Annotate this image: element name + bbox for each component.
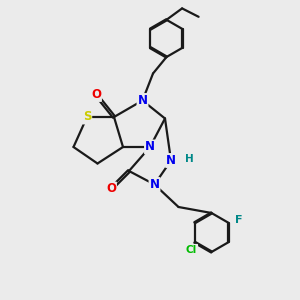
Text: Cl: Cl: [186, 245, 197, 255]
Text: N: N: [166, 154, 176, 167]
Text: O: O: [91, 88, 101, 101]
Text: O: O: [106, 182, 116, 196]
Text: H: H: [184, 154, 194, 164]
Text: F: F: [235, 215, 243, 225]
Text: S: S: [83, 110, 91, 124]
Text: N: N: [149, 178, 160, 191]
Text: N: N: [145, 140, 155, 154]
Text: N: N: [137, 94, 148, 107]
